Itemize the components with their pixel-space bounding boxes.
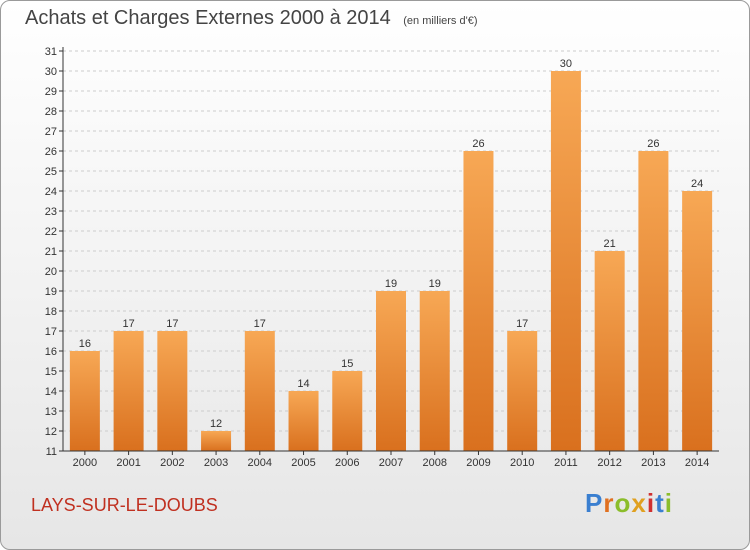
x-tick-label: 2011 [554, 457, 578, 469]
bar-value-label: 24 [691, 178, 703, 190]
logo-letter: i [646, 488, 656, 518]
y-tick-label: 16 [45, 346, 57, 358]
logo-letter: x [631, 488, 647, 518]
y-tick-label: 29 [45, 86, 57, 98]
bar-value-label: 17 [122, 318, 134, 330]
bar-value-label: 21 [604, 238, 616, 250]
y-tick-label: 28 [45, 106, 57, 118]
x-tick-label: 2006 [335, 457, 359, 469]
y-tick-label: 13 [45, 406, 57, 418]
bar [288, 391, 319, 451]
y-tick-label: 25 [45, 166, 57, 178]
proxiti-logo: Proxiti [585, 488, 673, 519]
bar-value-label: 17 [254, 318, 266, 330]
bar [113, 331, 144, 451]
x-tick-label: 2000 [73, 457, 97, 469]
y-tick-label: 12 [45, 426, 57, 438]
logo-letter: t [655, 488, 665, 518]
bar-value-label: 12 [210, 418, 222, 430]
logo-letter: P [585, 488, 604, 518]
bar [69, 351, 100, 451]
chart-title-block: Achats et Charges Externes 2000 à 2014 (… [25, 7, 477, 30]
y-tick-label: 11 [46, 446, 57, 458]
x-tick-label: 2009 [466, 457, 490, 469]
y-tick-label: 27 [45, 126, 57, 138]
bar-value-label: 19 [385, 278, 397, 290]
bar-value-label: 26 [647, 138, 659, 150]
y-tick-label: 31 [45, 46, 57, 58]
y-tick-label: 26 [45, 146, 57, 158]
bar-value-label: 17 [516, 318, 528, 330]
x-tick-label: 2004 [248, 457, 272, 469]
x-tick-label: 2005 [291, 457, 315, 469]
y-tick-label: 21 [45, 246, 57, 258]
y-tick-label: 18 [45, 306, 57, 318]
x-tick-label: 2012 [597, 457, 621, 469]
y-tick-label: 15 [45, 366, 57, 378]
logo-letter: i [664, 488, 673, 518]
bar [550, 71, 581, 451]
bar [376, 291, 406, 451]
bar [419, 291, 450, 451]
bar [507, 331, 538, 451]
logo-letter: o [614, 488, 632, 518]
logo-letter: r [603, 488, 615, 518]
y-tick-label: 17 [45, 326, 57, 338]
y-tick-label: 24 [45, 186, 57, 198]
bar-value-label: 17 [166, 318, 178, 330]
x-tick-label: 2014 [685, 457, 709, 469]
bar [157, 331, 188, 451]
bar-value-label: 16 [79, 338, 91, 350]
x-tick-label: 2007 [379, 457, 403, 469]
bar-value-label: 19 [429, 278, 441, 290]
x-tick-label: 2013 [641, 457, 665, 469]
x-tick-label: 2003 [204, 457, 228, 469]
bar-value-label: 14 [297, 378, 309, 390]
y-tick-label: 23 [45, 206, 57, 218]
x-tick-label: 2001 [116, 457, 140, 469]
bar-value-label: 15 [341, 358, 353, 370]
y-tick-label: 19 [45, 286, 57, 298]
bar [463, 151, 494, 451]
y-tick-label: 30 [45, 66, 57, 78]
bar-value-label: 26 [472, 138, 484, 150]
bar [638, 151, 669, 451]
bar [332, 371, 363, 451]
y-tick-label: 14 [45, 386, 57, 398]
bar [682, 191, 713, 451]
bar-value-label: 30 [560, 58, 572, 70]
x-tick-label: 2008 [422, 457, 446, 469]
bar [594, 251, 625, 451]
y-tick-label: 20 [45, 266, 57, 278]
x-tick-label: 2010 [510, 457, 534, 469]
y-tick-label: 22 [45, 226, 57, 238]
bar [244, 331, 275, 451]
chart-title: Achats et Charges Externes 2000 à 2014 [25, 7, 391, 29]
chart-subtitle: (en milliers d'€) [403, 15, 478, 27]
x-tick-label: 2002 [160, 457, 184, 469]
bar [201, 431, 232, 451]
commune-name: LAYS-SUR-LE-DOUBS [31, 495, 218, 515]
